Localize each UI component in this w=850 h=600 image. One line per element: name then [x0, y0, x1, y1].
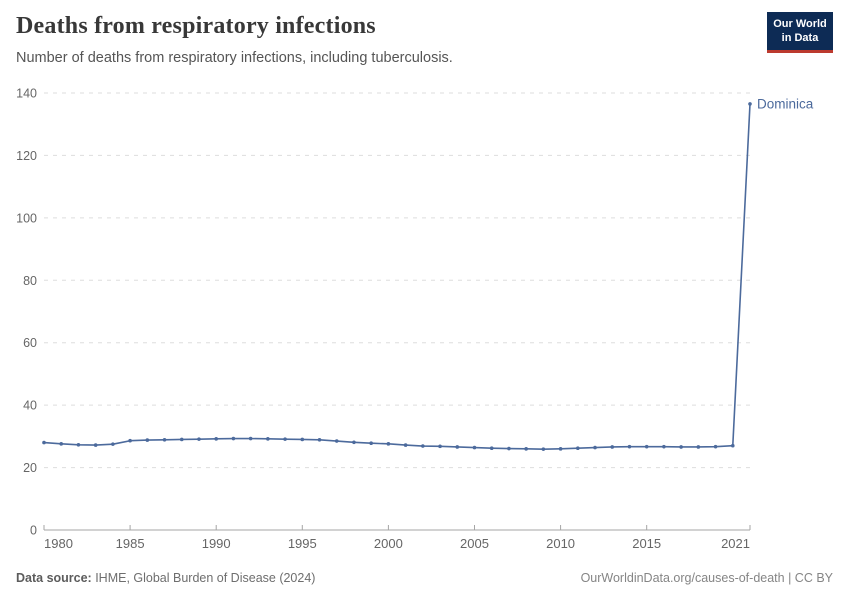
data-point — [627, 444, 632, 449]
x-axis-tick-label: 1985 — [116, 536, 145, 551]
x-axis-tick-label: 2000 — [374, 536, 403, 551]
data-point — [610, 445, 615, 449]
entity-label: Dominica — [757, 96, 814, 111]
y-axis-tick-label: 40 — [23, 399, 37, 413]
data-point — [403, 443, 408, 447]
data-point — [748, 102, 752, 106]
data-point — [472, 445, 477, 450]
data-point — [42, 440, 46, 445]
data-point — [438, 444, 442, 449]
data-point — [179, 437, 184, 442]
data-point — [421, 444, 425, 448]
owid-logo: Our World in Data — [767, 12, 833, 53]
x-axis-tick-label: 1980 — [44, 536, 73, 551]
y-axis-tick-label: 60 — [23, 336, 37, 350]
data-point — [128, 438, 132, 443]
data-point — [386, 442, 391, 446]
data-source-value: IHME, Global Burden of Disease (2024) — [91, 571, 316, 585]
data-point — [197, 437, 201, 441]
x-axis-tick-label: 2005 — [460, 536, 489, 551]
chart-footer: Data source: IHME, Global Burden of Dise… — [16, 571, 833, 585]
data-point — [145, 438, 150, 442]
data-point — [507, 446, 511, 451]
data-point — [162, 437, 167, 442]
data-point — [576, 446, 580, 451]
data-point — [266, 437, 270, 441]
data-point — [231, 436, 236, 441]
data-point — [300, 437, 305, 442]
x-axis-tick-label: 1990 — [202, 536, 231, 551]
y-axis-tick-label: 120 — [16, 149, 37, 163]
data-point — [593, 445, 597, 450]
data-point — [696, 445, 701, 449]
data-point — [334, 439, 339, 443]
data-source-text: Data source: IHME, Global Burden of Dise… — [16, 571, 315, 585]
data-point — [76, 442, 81, 447]
y-axis-tick-label: 20 — [23, 461, 37, 475]
x-axis-tick-label: 1995 — [288, 536, 317, 551]
data-point — [730, 443, 735, 448]
y-axis-tick-label: 100 — [16, 211, 37, 225]
data-point — [111, 442, 115, 446]
data-point — [541, 447, 546, 451]
data-point — [248, 436, 253, 441]
x-axis-tick-label: 2021 — [721, 536, 750, 551]
data-point — [455, 445, 460, 449]
y-axis-tick-label: 140 — [16, 87, 37, 101]
chart-subtitle: Number of deaths from respiratory infect… — [16, 50, 453, 66]
data-point — [352, 440, 356, 445]
data-point — [317, 437, 322, 442]
data-point — [713, 444, 718, 449]
data-point — [489, 446, 494, 451]
chart-header: Deaths from respiratory infections Numbe… — [16, 13, 750, 66]
x-axis-tick-label: 2010 — [546, 536, 575, 551]
data-point — [679, 445, 683, 449]
data-point — [662, 444, 666, 449]
data-point — [644, 444, 649, 449]
data-point — [369, 441, 373, 446]
data-point — [214, 437, 218, 441]
data-point — [59, 442, 64, 446]
y-axis-tick-label: 0 — [30, 524, 37, 538]
series-line — [43, 103, 751, 450]
data-point — [558, 447, 563, 451]
data-source-label: Data source: — [16, 571, 92, 585]
page-title: Deaths from respiratory infections — [16, 13, 376, 39]
x-axis-tick-label: 2015 — [632, 536, 661, 551]
owid-logo-line1: Our World — [773, 18, 827, 30]
data-point — [283, 437, 287, 441]
data-point — [524, 447, 528, 451]
owid-url-link[interactable]: OurWorldinData.org/causes-of-death | CC … — [580, 571, 833, 585]
data-point — [93, 443, 98, 447]
y-axis-tick-label: 80 — [23, 274, 37, 288]
owid-logo-line2: in Data — [781, 32, 819, 45]
